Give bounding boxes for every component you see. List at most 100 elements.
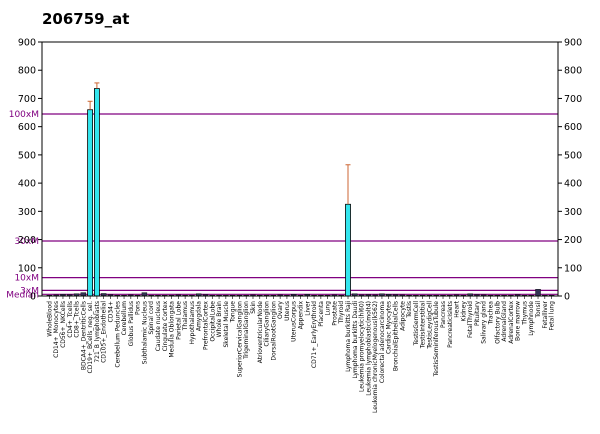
- x-tick-label: Liver: [304, 300, 311, 315]
- x-tick-label: Lung: [325, 301, 332, 316]
- x-tick-label: Skin: [250, 301, 257, 314]
- x-tick-label: CD14+_Monocytes: [53, 301, 60, 358]
- x-tick-label: Colorectal adenocarcinoma: [379, 301, 386, 383]
- x-tick-label: Fetalliver: [542, 300, 549, 328]
- reference-label: 10xM: [14, 274, 39, 284]
- plot-frame: [41, 41, 559, 297]
- x-tick-label: Thyroid: [338, 301, 345, 325]
- x-tick-label: AdrenalCortex: [508, 301, 515, 344]
- y-tick-label-right: 100: [564, 263, 582, 274]
- bar: [87, 109, 94, 297]
- x-tick-label: UterusCorpus: [291, 301, 298, 342]
- y-tick-label-right: 0: [564, 292, 570, 303]
- x-tick-label: Pons: [135, 301, 142, 315]
- x-tick-label: OccipitalLobe: [209, 301, 216, 342]
- x-tick-label: CiliaryGanglion: [264, 301, 271, 347]
- y-tick-label-left: 300: [18, 207, 36, 218]
- bar: [535, 289, 541, 297]
- x-tick-label: Appendix: [298, 301, 305, 330]
- x-tick-label: Cerebellum Peduncles: [114, 301, 121, 368]
- x-tick-label: Spinal cord: [148, 301, 155, 335]
- x-tick-label: TestisGermCell: [413, 301, 420, 347]
- bar: [345, 203, 351, 297]
- y-tick-label-left: 800: [18, 66, 36, 77]
- x-tick-label: BronchialEpithelialCells: [393, 301, 400, 371]
- y-tick-label-right: 400: [564, 179, 582, 190]
- axes: 0 0 100 100 200 200 300 300 400 400 500 500 600 600 70…: [18, 38, 582, 303]
- x-tick-label: Subthalamic Nucleus: [141, 301, 148, 364]
- y-tick-label-right: 700: [564, 94, 582, 105]
- y-tick-label-right: 900: [564, 38, 582, 49]
- x-tick-label: Medulla Oblongata: [169, 301, 176, 358]
- y-tick-label-left: 400: [18, 179, 36, 190]
- x-tick-label: Bone marrow: [515, 301, 522, 341]
- x-tick-label: CD4+_Tcells: [67, 301, 74, 338]
- x-tick-label: Kidney: [460, 301, 467, 322]
- chart-title: 206759_at: [42, 10, 129, 28]
- x-tick-label: Lymphoma burkitts Daudi: [352, 301, 359, 379]
- x-tick-label: TestisLeydigCell: [426, 301, 433, 350]
- x-tick-label: Ovary: [277, 301, 284, 319]
- x-tick-label: Prostate: [331, 301, 338, 326]
- x-tick-label: Amygdala: [196, 301, 203, 331]
- bar: [80, 292, 87, 297]
- x-tick-label: CD71+_EarlyErythroid: [311, 301, 318, 368]
- x-tick-label: AdrenalGland: [501, 301, 508, 342]
- x-tick-label: PancreaticIslets: [447, 301, 454, 348]
- x-tick-label: TrigeminalGanglion: [243, 301, 250, 360]
- y-tick-label-left: 0: [30, 292, 36, 303]
- x-tick-label: Tongue: [230, 301, 237, 324]
- x-tick-label: Hypothalamus: [189, 301, 196, 345]
- x-tick-label: SuperiorCervicalGanglion: [236, 301, 243, 378]
- x-tick-labels: WholeBlood CD14+_Monocytes CD56+_NKCells CD…: [46, 300, 555, 413]
- x-tick-label: Whole Brain: [216, 301, 223, 338]
- x-tick-label: Testis: [406, 301, 413, 319]
- x-tick-label: Cingulate Cortex: [162, 301, 169, 352]
- x-tick-label: Leukemia promyelocytic(hl60): [359, 301, 366, 392]
- x-tick-label: Fetal lung: [549, 301, 556, 331]
- y-tick-label-left: 900: [18, 38, 36, 49]
- x-tick-label: TestisInterstitial: [420, 301, 427, 350]
- y-tick-label-left: 200: [18, 235, 36, 246]
- x-tick-label: 721_B_lymphoblasts: [94, 301, 101, 363]
- x-tick-label: Caudate nucleus: [155, 301, 162, 351]
- reference-label: 100xM: [9, 110, 39, 120]
- y-tick-label-right: 800: [564, 66, 582, 77]
- x-tick-label: Pituitary: [474, 301, 481, 326]
- x-tick-label: Globus Pallidus: [128, 301, 135, 346]
- x-tick-label: DorsalRootGanglion: [270, 301, 277, 361]
- reference-label: 3xM: [20, 286, 39, 296]
- y-tick-label-right: 300: [564, 207, 582, 218]
- x-tick-label: CD56+_NKCells: [60, 301, 67, 348]
- x-tick-label: CD19+_BCells_neg._sel.: [87, 301, 94, 374]
- y-tick-label-left: 500: [18, 150, 36, 161]
- x-tick-label: Salivary gland: [481, 301, 488, 344]
- x-tick-label: AtrioventricularNode: [257, 301, 264, 364]
- x-tick-label: Skeletal Muscle: [223, 301, 230, 348]
- x-tick-label: Uterus: [284, 301, 291, 321]
- x-tick-label: WholeBlood: [46, 301, 53, 337]
- x-tick-label: Tonsil: [535, 301, 542, 319]
- x-tick-label: Thalamus: [182, 301, 189, 331]
- x-tick-label: FetalThyroid: [467, 301, 474, 338]
- x-tick-label: Heart: [454, 300, 461, 317]
- y-tick-label-left: 100: [18, 263, 36, 274]
- x-tick-label: Cerebellum: [121, 301, 128, 336]
- x-tick-label: Olfactory Bulb: [494, 301, 501, 344]
- x-tick-label: Pancreas: [440, 301, 447, 328]
- x-tick-label: Placenta: [318, 301, 325, 327]
- x-tick-label: Thymus: [521, 301, 528, 326]
- y-tick-label-left: 600: [18, 122, 36, 133]
- bars: [46, 82, 555, 297]
- y-tick-label-right: 500: [564, 150, 582, 161]
- x-tick-label: Leukemia lymphoblastic(molt4): [365, 301, 372, 396]
- y-tick-label-right: 600: [564, 122, 582, 133]
- reference-label: Median: [6, 290, 39, 300]
- x-tick-label: TestisSeminiferousTubule: [433, 301, 440, 378]
- y-tick-label-left: 700: [18, 94, 36, 105]
- x-tick-label: PrefrontalCortex: [202, 301, 209, 350]
- x-tick-label: Trachea: [488, 301, 495, 326]
- x-tick-label: Leukemia chronicMyelogenous(k562): [372, 301, 379, 413]
- x-tick-label: CD105+_Endothelial: [101, 301, 108, 363]
